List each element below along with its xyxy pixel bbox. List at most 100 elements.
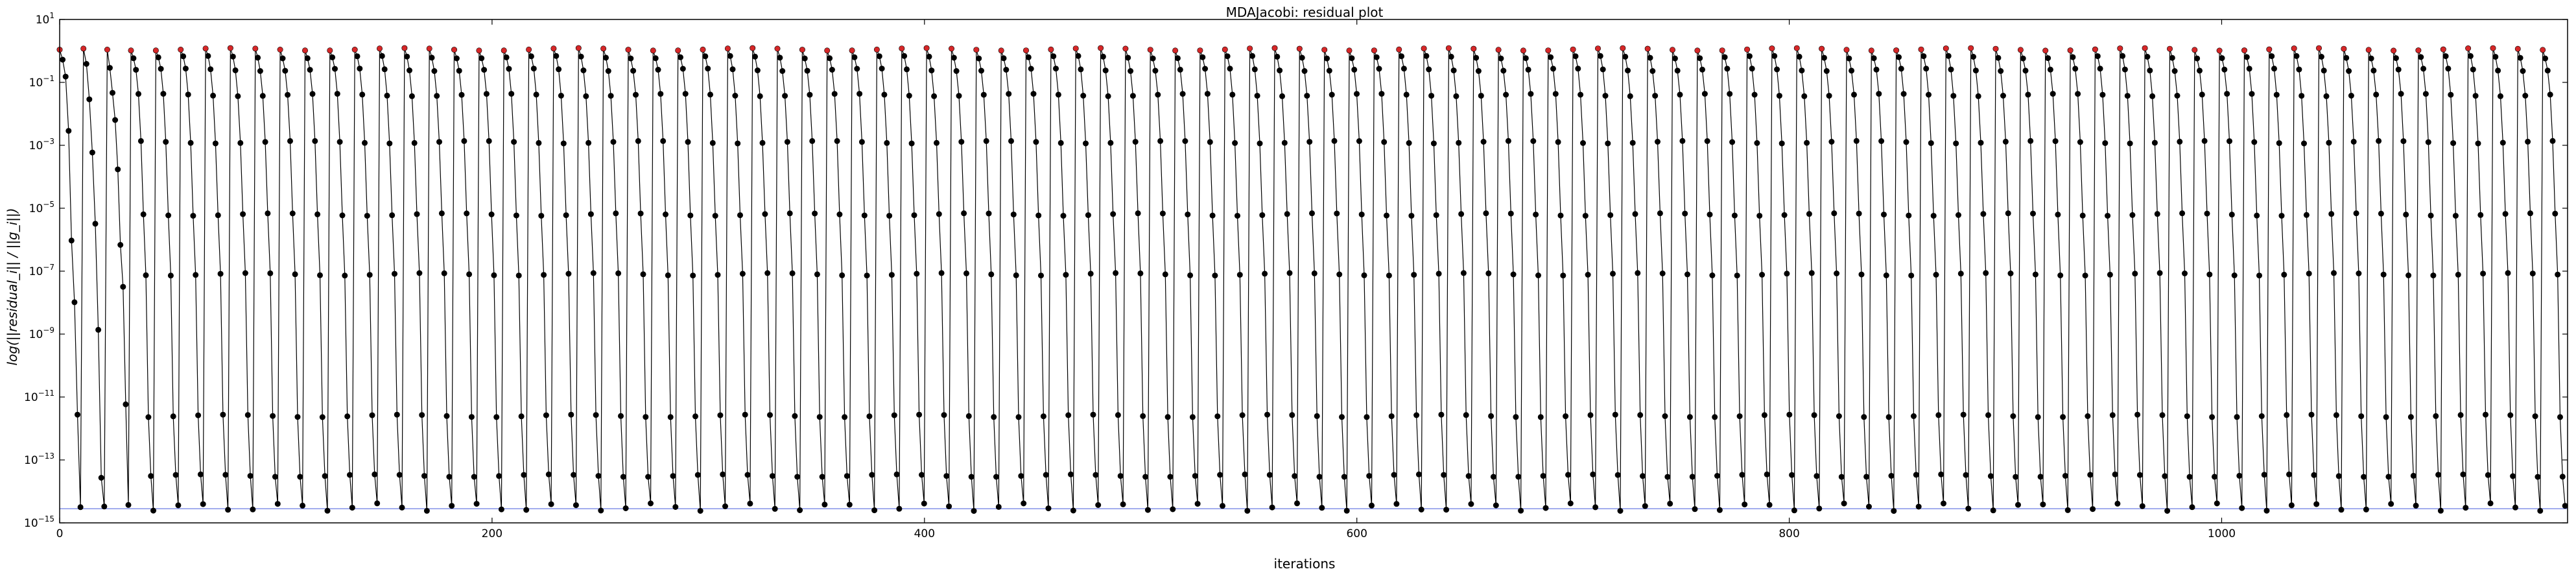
residual-point <box>1386 272 1392 279</box>
residual-point <box>2273 91 2280 98</box>
residual-point <box>1423 53 1430 59</box>
cycle-start-point <box>824 47 831 54</box>
residual-point <box>2030 210 2037 217</box>
residual-point <box>68 237 75 244</box>
residual-point <box>1724 66 1731 72</box>
residual-point <box>1008 138 1015 144</box>
residual-point <box>267 270 274 276</box>
residual-point <box>1535 272 1542 278</box>
residual-point <box>1607 212 1614 219</box>
residual-point <box>727 53 733 59</box>
residual-point <box>1555 139 1561 145</box>
residual-point <box>541 272 547 278</box>
residual-point <box>2529 271 2536 277</box>
residual-point <box>1463 412 1469 418</box>
residual-point <box>553 53 560 59</box>
residual-point <box>645 474 652 480</box>
residual-point <box>622 505 629 511</box>
residual-point <box>1202 66 1209 72</box>
residual-point <box>117 241 124 248</box>
residual-point <box>1950 93 1957 99</box>
residual-point <box>1911 413 1917 419</box>
residual-point <box>2159 412 2166 418</box>
residual-point <box>2219 55 2225 62</box>
residual-point <box>2228 211 2235 218</box>
residual-point <box>2420 66 2427 72</box>
residual-point <box>2124 93 2131 99</box>
residual-point <box>1065 412 1072 418</box>
residual-point <box>1040 413 1046 420</box>
residual-point <box>1301 68 1308 75</box>
cycle-start-point <box>1396 46 1402 53</box>
residual-point <box>1236 272 1243 278</box>
residual-point <box>2293 53 2300 59</box>
residual-point <box>1612 411 1618 418</box>
residual-point <box>1117 473 1124 479</box>
residual-point <box>1060 213 1067 219</box>
residual-point <box>86 96 93 102</box>
residual-point <box>133 67 139 73</box>
residual-point <box>2338 507 2345 513</box>
cycle-start-point <box>227 45 233 51</box>
residual-point <box>1742 501 1748 508</box>
residual-point <box>1605 140 1611 147</box>
cycle-start-point <box>1296 45 1303 52</box>
residual-point <box>1679 138 1686 144</box>
residual-point <box>1105 93 1111 99</box>
residual-point <box>1930 213 1937 219</box>
residual-point <box>1406 140 1412 147</box>
residual-point <box>931 93 938 99</box>
cycle-start-point <box>2316 45 2322 51</box>
residual-point <box>2052 138 2059 145</box>
residual-point <box>279 55 286 62</box>
residual-point <box>449 503 455 509</box>
residual-point <box>414 211 420 217</box>
residual-point <box>1341 474 1347 480</box>
residual-point <box>1162 271 1168 278</box>
residual-point <box>1587 412 1594 418</box>
residual-point <box>1846 55 1852 62</box>
residual-point <box>342 272 348 279</box>
x-tick-label: 0 <box>56 527 64 540</box>
residual-point <box>1006 91 1012 97</box>
residual-point <box>1498 55 1504 62</box>
residual-point <box>687 212 694 219</box>
residual-point <box>919 472 925 478</box>
residual-point <box>1304 93 1310 99</box>
residual-point <box>869 472 875 478</box>
residual-point <box>1025 54 1032 60</box>
residual-point <box>1801 93 1808 99</box>
cycle-start-point <box>1023 47 1030 54</box>
residual-point <box>2460 471 2466 477</box>
residual-point <box>1970 54 1977 60</box>
residual-point <box>573 502 579 509</box>
x-tick-label: 200 <box>482 527 502 540</box>
cycle-start-point <box>80 45 87 52</box>
residual-point <box>1204 91 1211 97</box>
cycle-start-point <box>873 46 880 53</box>
residual-point <box>1851 91 1858 98</box>
residual-point <box>2510 473 2516 479</box>
residual-point <box>446 474 453 480</box>
residual-point <box>2542 55 2549 62</box>
x-axis: 0 200 400 600 800 1000 <box>56 19 2236 540</box>
residual-point <box>518 413 525 420</box>
residual-point <box>1990 507 1996 514</box>
residual-point <box>1960 411 1967 418</box>
cycle-start-point <box>2440 46 2446 53</box>
residual-point <box>160 91 167 97</box>
residual-point <box>1264 411 1271 418</box>
residual-point <box>2361 474 2367 480</box>
residual-point <box>816 414 823 420</box>
residual-point <box>453 55 460 62</box>
residual-point <box>1542 505 1549 511</box>
cycle-start-point <box>973 47 980 53</box>
cycle-start-point <box>1545 47 1552 54</box>
residual-point <box>2127 140 2133 147</box>
residual-point <box>782 93 788 99</box>
residual-point <box>1781 211 1788 218</box>
residual-point <box>265 210 271 217</box>
residual-point <box>2326 139 2332 146</box>
residual-point <box>679 66 686 72</box>
residual-point <box>814 271 820 278</box>
